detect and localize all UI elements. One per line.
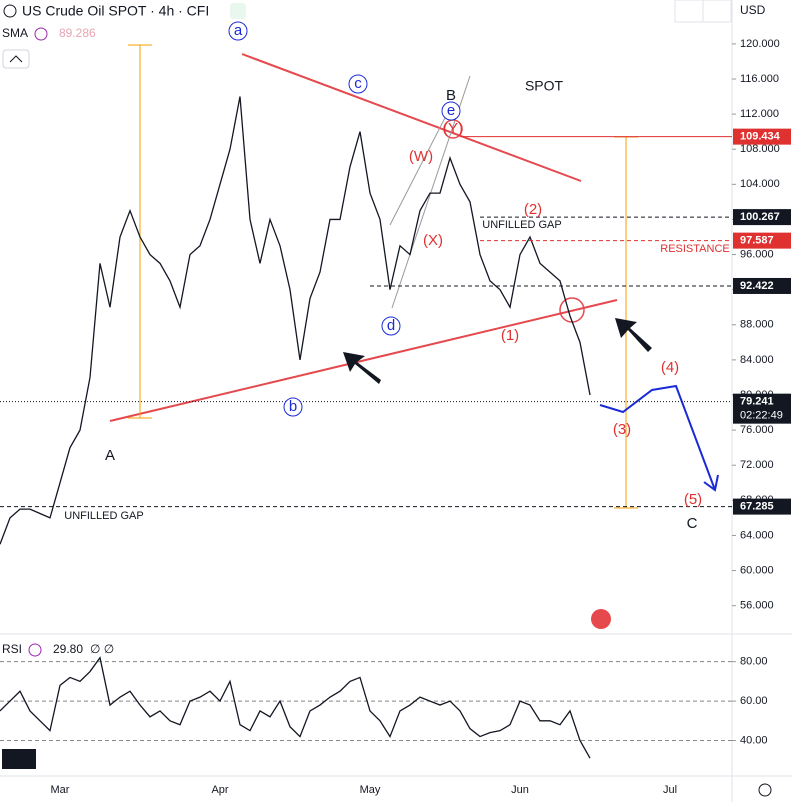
sma-label: SMA — [2, 26, 28, 40]
wave-label: (1) — [501, 327, 519, 344]
wave-label: a — [234, 22, 243, 39]
x-tick-label: Jul — [663, 784, 677, 796]
price-tag-label: 100.267 — [740, 211, 780, 223]
wave-label: b — [289, 398, 297, 415]
annotation: UNFILLED GAP — [482, 219, 561, 231]
collapse-button[interactable] — [2, 49, 30, 69]
y-tick-label: 60.00 — [740, 695, 768, 707]
y-tick-label: 60.000 — [740, 564, 774, 576]
y-tick-label: 76.000 — [740, 424, 774, 436]
countdown: 02:22:49 — [740, 410, 783, 422]
y-tick-label: 108.000 — [740, 143, 780, 155]
collapse-icon[interactable] — [3, 4, 17, 18]
wave-label: d — [387, 317, 395, 334]
wave-label: A — [105, 447, 115, 464]
price-tag — [733, 209, 791, 226]
wave-label: (4) — [661, 359, 679, 376]
wave-label: c — [354, 75, 362, 92]
annotation: UNFILLED GAP — [64, 510, 143, 522]
wave-label: (X) — [423, 232, 443, 249]
x-tick-label: Mar — [51, 784, 70, 796]
logo — [2, 749, 36, 769]
rsi-value: 29.80 — [53, 642, 83, 656]
price-tag — [733, 128, 791, 145]
rsi-line — [0, 656, 591, 759]
event-icon[interactable] — [591, 609, 611, 629]
annotation: SPOT — [525, 78, 564, 94]
projection-path — [599, 384, 716, 491]
x-tick-label: Apr — [211, 784, 228, 796]
price-tag — [733, 498, 791, 515]
refresh-button[interactable] — [702, 0, 732, 23]
sma-value: 89.286 — [59, 26, 96, 40]
rsi-label: RSI — [2, 642, 22, 656]
y-tick-label: 116.000 — [740, 73, 779, 85]
y-tick-label: 56.000 — [740, 600, 774, 612]
currency[interactable]: USD — [740, 3, 766, 17]
channel-line — [389, 107, 451, 226]
wave-label: e — [447, 102, 455, 119]
wave-label: C — [687, 515, 698, 532]
arrow — [343, 352, 381, 384]
trendline-upper — [241, 53, 582, 182]
y-tick-label: 72.000 — [740, 459, 774, 471]
chevron — [9, 55, 23, 63]
price-tag-label: 67.285 — [740, 501, 774, 513]
settings-icon[interactable] — [758, 783, 772, 797]
y-tick-label: 104.000 — [740, 178, 780, 190]
sma-icon[interactable] — [34, 27, 48, 41]
y-tick-label: 40.00 — [740, 734, 768, 746]
price-tag-label: 109.434 — [740, 131, 781, 143]
wave-circle — [228, 21, 248, 41]
price-tag — [733, 232, 791, 249]
y-tick-label: 64.000 — [740, 529, 774, 541]
wave-label: (3) — [613, 421, 631, 438]
annotation: RESISTANCE — [660, 243, 729, 255]
y-tick-label: 120.000 — [740, 38, 780, 50]
price-line — [0, 96, 591, 545]
rsi-icon[interactable] — [28, 643, 42, 657]
wave-label: (2) — [524, 201, 542, 218]
y-tick-label: 112.000 — [740, 108, 779, 120]
y-tick-label: 96.000 — [740, 248, 774, 260]
wave-label: (5) — [684, 491, 702, 508]
wave-circle — [348, 74, 368, 94]
price-tag-label: 92.422 — [740, 280, 774, 292]
wave-label: (W) — [409, 148, 433, 165]
wave-label: (Y) — [443, 120, 463, 137]
measure-line — [128, 44, 152, 419]
rsi-extra: ∅ ∅ — [90, 642, 114, 656]
symbol-title: US Crude Oil SPOT · 4h · CFI — [22, 3, 209, 19]
trendline-lower — [109, 299, 618, 422]
arrow — [615, 318, 652, 352]
y-tick-label: 84.000 — [740, 354, 774, 366]
wave-circle — [283, 397, 303, 417]
price-tag-label: 97.587 — [740, 235, 774, 247]
x-tick-label: May — [360, 784, 381, 796]
y-tick-label: 80.00 — [740, 656, 768, 668]
projection-arrowhead — [703, 474, 719, 492]
price-tag — [733, 393, 791, 424]
x-tick-label: Jun — [511, 784, 529, 796]
wave-label: B — [446, 87, 456, 104]
y-tick-label: 88.000 — [740, 319, 774, 331]
price-tag — [733, 277, 791, 294]
wave-circle — [441, 101, 461, 121]
wave-circle — [381, 316, 401, 336]
flag-icon[interactable] — [230, 3, 246, 19]
price-tag-label: 79.241 — [740, 396, 774, 408]
